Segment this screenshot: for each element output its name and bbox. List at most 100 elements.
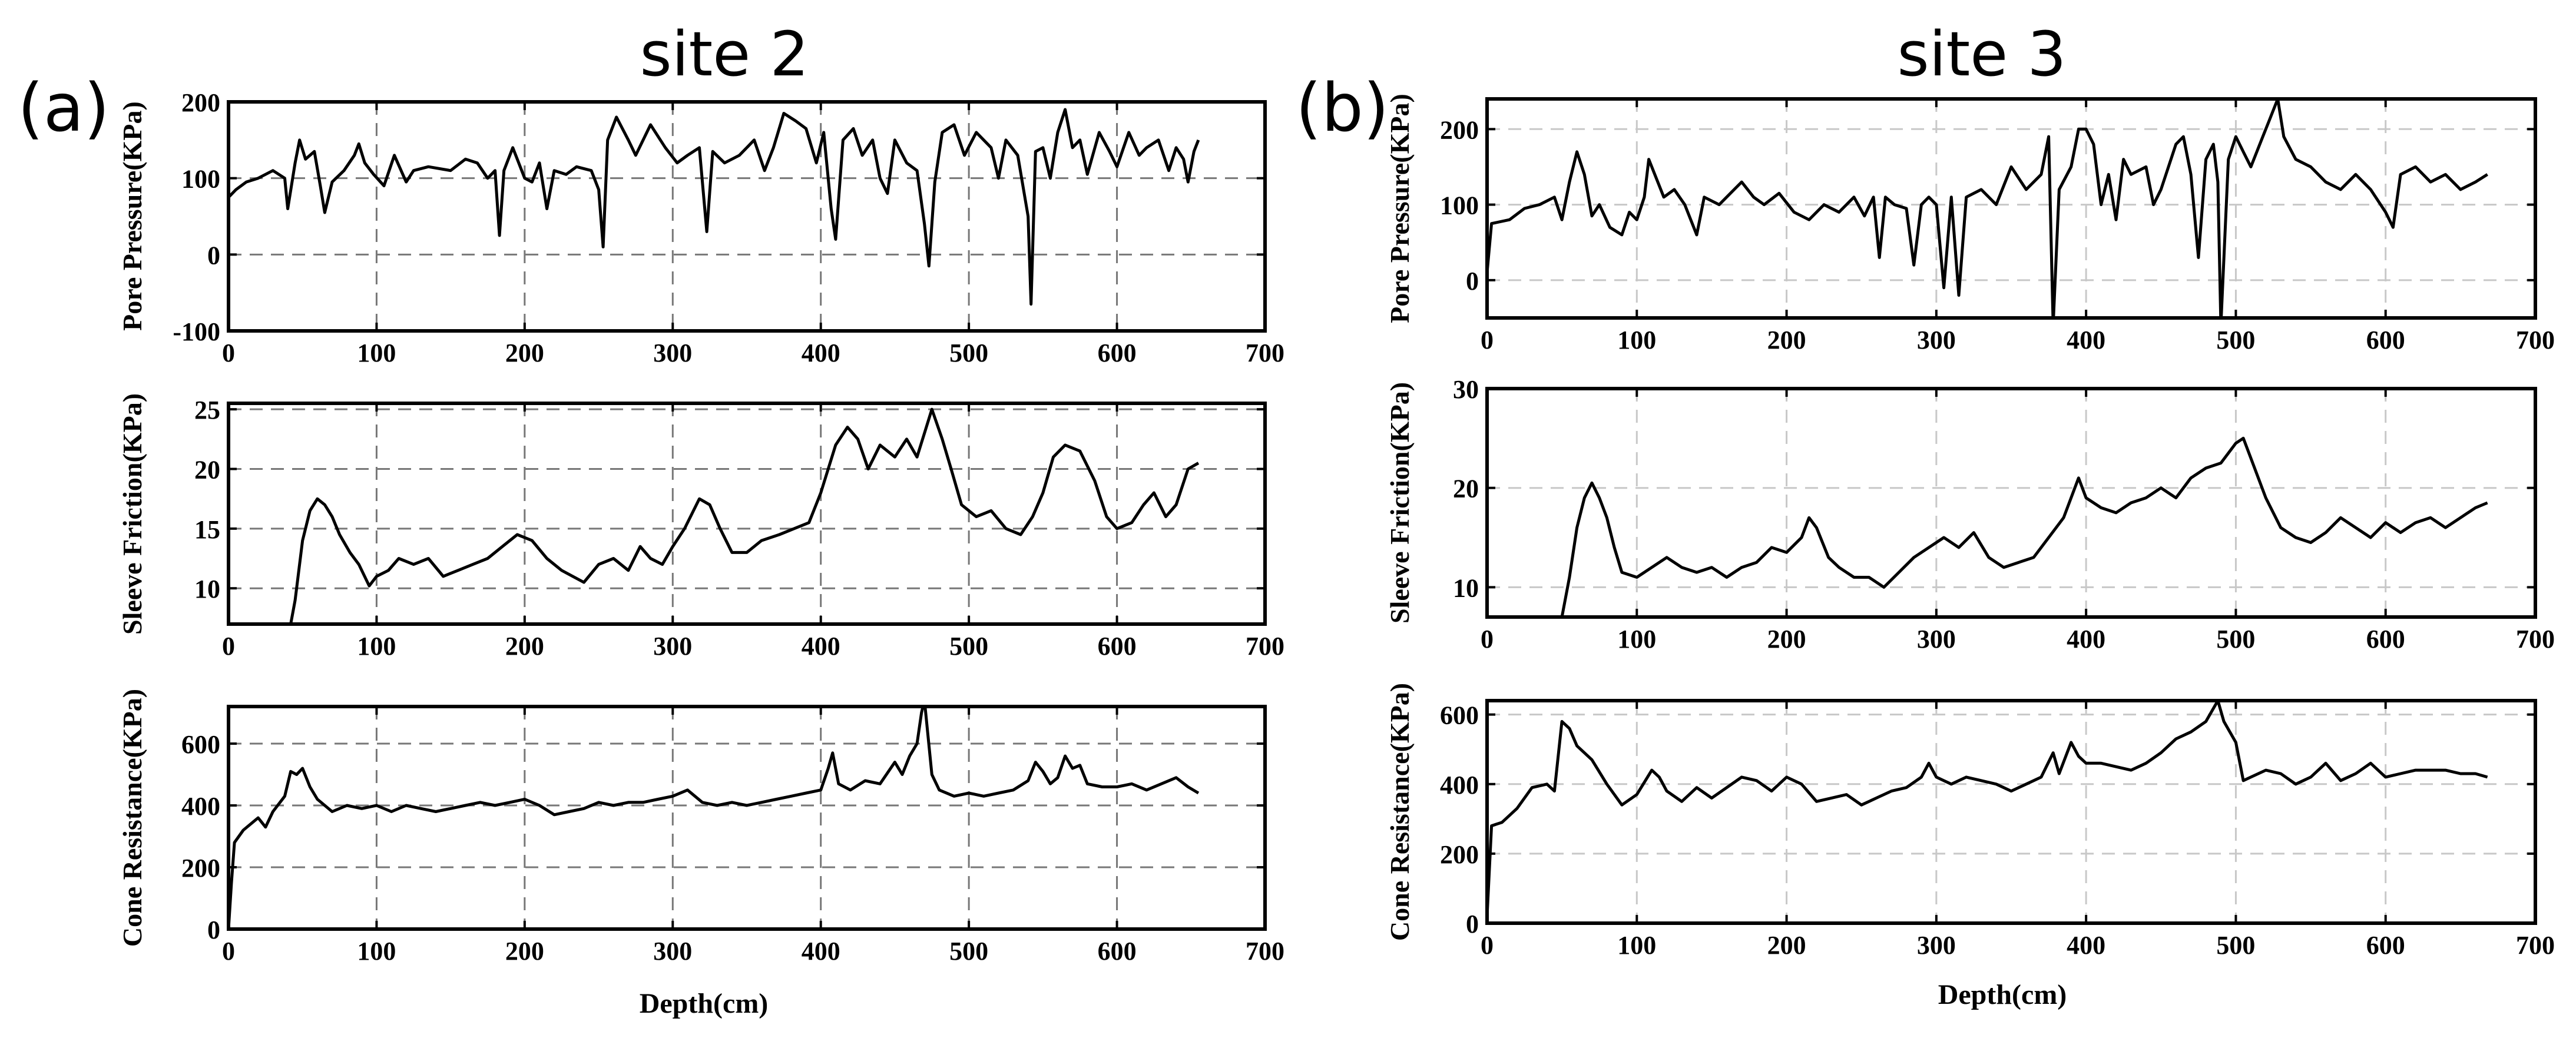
chart-b2: 0 100 200 300 400 500 600 700 10 20 30 Sleeve Frict… <box>1385 375 2555 654</box>
y-axis-label: Sleeve Friction(KPa) <box>1385 382 1415 624</box>
y-tick-label: 200 <box>1440 115 1479 144</box>
axes-frame <box>227 100 1267 333</box>
y-axis-label: Cone Resistance(KPa) <box>1385 683 1415 941</box>
y-tick-label: 15 <box>194 515 220 544</box>
x-tick-label: 0 <box>222 937 235 966</box>
x-tick-label: 300 <box>1917 931 1956 960</box>
x-tick-label: 0 <box>1481 625 1494 654</box>
x-tick-label: 200 <box>505 632 544 661</box>
x-tick-label: 300 <box>653 937 692 966</box>
x-tick-label: 300 <box>1917 625 1956 654</box>
x-tick-label: 400 <box>802 632 840 661</box>
y-axis-label: Sleeve Friction(KPa) <box>117 393 147 635</box>
x-tick-label: 700 <box>2516 625 2555 654</box>
x-tick-label: 300 <box>653 339 692 367</box>
y-axis-label: Cone Resistance(KPa) <box>117 689 147 947</box>
y-tick-label: 0 <box>207 241 220 270</box>
y-tick-label: 200 <box>181 854 220 883</box>
x-axis-label-site-2: Depth(cm) <box>640 988 769 1019</box>
x-tick-label: 700 <box>1246 937 1284 966</box>
x-tick-label: 400 <box>2067 931 2105 960</box>
chart-b1: 0 100 200 300 400 500 600 700 0 100 200 Pore Pressu… <box>1385 94 2555 354</box>
x-tick-label: 500 <box>2216 931 2255 960</box>
series-line-pore-pressure <box>229 108 1200 306</box>
x-tick-label: 300 <box>653 632 692 661</box>
axes-frame <box>1485 699 2537 925</box>
x-tick-label: 200 <box>505 339 544 367</box>
x-tick-label: 400 <box>2067 625 2105 654</box>
y-tick-label: 200 <box>181 88 220 117</box>
series-line-cone-resistance <box>1487 701 2488 917</box>
y-tick-label: -100 <box>173 317 220 346</box>
y-tick-label: 0 <box>207 916 220 944</box>
y-tick-label: 400 <box>1440 771 1479 800</box>
x-tick-label: 500 <box>949 937 988 966</box>
series-line-cone-resistance <box>229 707 1200 929</box>
x-tick-label: 100 <box>1617 326 1656 354</box>
y-tick-label: 100 <box>181 165 220 194</box>
y-tick-label: 20 <box>1453 475 1479 503</box>
series-line-pore-pressure <box>1487 99 2488 318</box>
x-tick-label: 0 <box>1481 326 1494 354</box>
axes-frame <box>227 705 1267 931</box>
series-line-sleeve-friction <box>229 407 1200 624</box>
site-2-title: site 2 <box>640 18 809 90</box>
x-tick-label: 0 <box>222 339 235 367</box>
x-tick-label: 600 <box>2366 931 2405 960</box>
x-tick-label: 300 <box>1917 326 1956 354</box>
axes-frame <box>1485 97 2537 320</box>
x-tick-label: 700 <box>1246 339 1284 367</box>
x-tick-label: 700 <box>2516 931 2555 960</box>
x-tick-label: 400 <box>802 937 840 966</box>
x-tick-label: 200 <box>1767 931 1806 960</box>
y-tick-label: 200 <box>1440 840 1479 869</box>
site-3-title: site 3 <box>1897 18 2066 90</box>
x-tick-label: 0 <box>222 632 235 661</box>
y-axis-label: Pore Pressure(KPa) <box>117 101 147 331</box>
x-tick-label: 100 <box>357 937 396 966</box>
x-tick-label: 100 <box>357 632 396 661</box>
x-tick-label: 100 <box>1617 931 1656 960</box>
y-tick-label: 30 <box>1453 375 1479 404</box>
x-tick-label: 500 <box>949 632 988 661</box>
x-tick-label: 500 <box>2216 326 2255 354</box>
y-tick-label: 10 <box>194 575 220 603</box>
panel-label-a: (a) <box>18 70 110 147</box>
x-axis-label-site-3: Depth(cm) <box>1938 979 2067 1010</box>
y-tick-label: 10 <box>1453 573 1479 602</box>
x-tick-label: 500 <box>2216 625 2255 654</box>
x-tick-label: 200 <box>1767 326 1806 354</box>
x-tick-label: 600 <box>1098 632 1137 661</box>
x-tick-label: 200 <box>1767 625 1806 654</box>
x-tick-label: 500 <box>949 339 988 367</box>
x-tick-label: 600 <box>1098 937 1137 966</box>
chart-a2: 0 100 200 300 400 500 600 700 10 15 20 25 Sleeve Fri… <box>117 393 1284 661</box>
y-tick-label: 400 <box>181 792 220 821</box>
x-tick-label: 400 <box>2067 326 2105 354</box>
y-tick-label: 0 <box>1466 910 1479 938</box>
x-tick-label: 200 <box>505 937 544 966</box>
chart-b3: 0 100 200 300 400 500 600 700 0 200 400 600 Cone Res… <box>1385 683 2555 960</box>
series-line-sleeve-friction <box>1487 436 2488 617</box>
axes-frame <box>227 402 1267 626</box>
x-tick-label: 700 <box>1246 632 1284 661</box>
y-tick-label: 600 <box>1440 701 1479 730</box>
y-axis-label: Pore Pressure(KPa) <box>1385 94 1415 323</box>
y-tick-label: 100 <box>1440 191 1479 220</box>
y-tick-label: 0 <box>1466 267 1479 296</box>
x-tick-label: 100 <box>357 339 396 367</box>
x-tick-label: 400 <box>802 339 840 367</box>
x-tick-label: 700 <box>2516 326 2555 354</box>
x-tick-label: 600 <box>1098 339 1137 367</box>
x-tick-label: 0 <box>1481 931 1494 960</box>
axes-frame <box>1485 387 2537 619</box>
x-tick-label: 600 <box>2366 326 2405 354</box>
x-tick-label: 100 <box>1617 625 1656 654</box>
y-tick-label: 600 <box>181 730 220 759</box>
y-tick-label: 20 <box>194 455 220 484</box>
panel-label-b: (b) <box>1296 70 1389 147</box>
